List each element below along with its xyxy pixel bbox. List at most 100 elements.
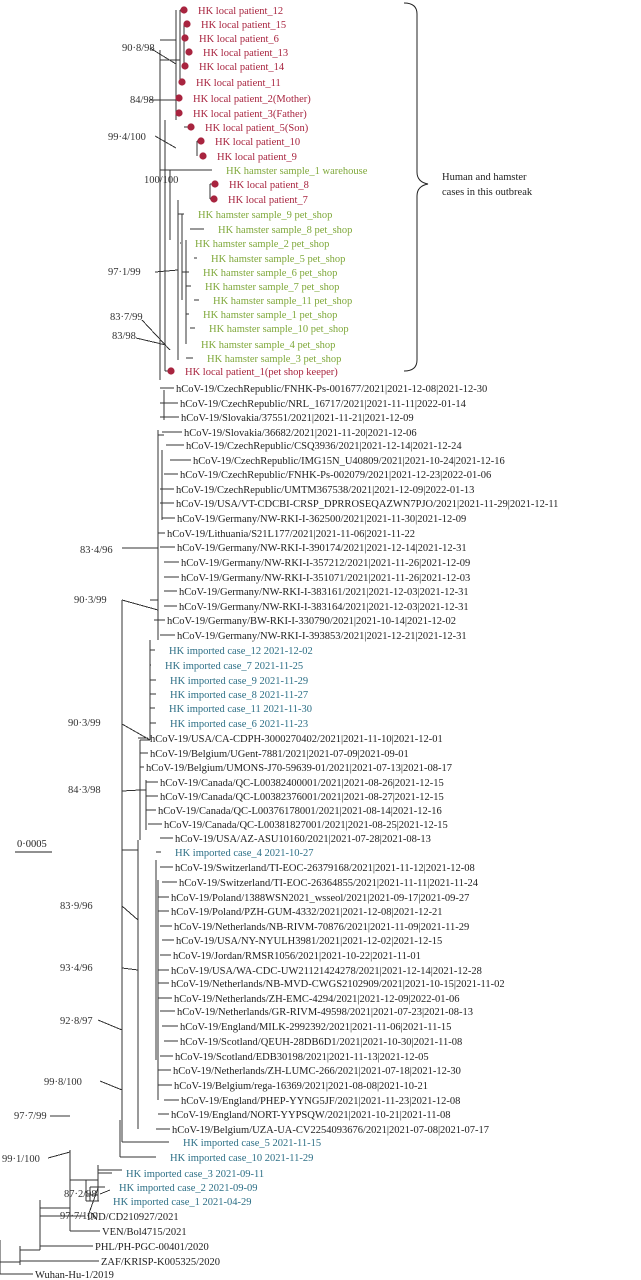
bootstrap-label: 99·1/100	[2, 1154, 40, 1165]
scale-bar-label: 0·0005	[17, 839, 47, 850]
leaf-label: hCoV-19/England/NORT-YYPSQW/2021|2021-10…	[171, 1110, 451, 1121]
patient-marker	[181, 62, 189, 70]
leaf-label: HK local patient_15	[201, 20, 286, 31]
leaf-label: hCoV-19/Germany/NW-RKI-I-393853/2021|202…	[177, 631, 467, 642]
patient-marker	[175, 94, 183, 102]
patient-marker	[197, 137, 205, 145]
leaf-label: hCoV-19/Slovakia/36682/2021|2021-11-20|2…	[184, 428, 417, 439]
bootstrap-labels: 90·8/98 84/98 99·4/100 100/100 97·1/99 83·7/9…	[2, 43, 178, 1222]
leaf-label: HK imported case_2 2021-09-09	[119, 1183, 258, 1194]
leaf-label: HK imported case_4 2021-10-27	[175, 848, 314, 859]
leaf-label: hCoV-19/Canada/QC-L00381827001/2021|2021…	[164, 820, 448, 831]
bootstrap-leader	[99, 1080, 123, 1091]
bootstrap-leader	[154, 269, 179, 273]
leaf-label: HK hamster sample_1 pet_shop	[203, 310, 337, 321]
leaf-label: hCoV-19/USA/CA-CDPH-3000270402/2021|2021…	[150, 734, 443, 745]
leaf-label: hCoV-19/Slovakia/37551/2021|2021-11-21|2…	[181, 413, 414, 424]
bootstrap-label: 99·4/100	[108, 132, 146, 143]
bootstrap-leader	[97, 1019, 123, 1031]
leaf-label: hCoV-19/Netherlands/NB-RIVM-70876/2021|2…	[174, 922, 469, 933]
leaf-label: HK local patient_5(Son)	[205, 123, 309, 134]
leaf-label: hCoV-19/Germany/NW-RKI-I-383164/2021|202…	[179, 602, 469, 613]
bootstrap-label: 84·3/98	[68, 785, 101, 796]
leaf-label: HK local patient_8	[229, 180, 309, 191]
patient-marker	[167, 367, 175, 375]
leaf-label: hCoV-19/Netherlands/NB-MVD-CWGS2102909/2…	[171, 979, 505, 990]
bootstrap-label: 93·4/96	[60, 963, 93, 974]
leaf-label: hCoV-19/Switzerland/TI-EOC-26379168/2021…	[175, 863, 475, 874]
leaf-label: hCoV-19/Canada/QC-L00376178001/2021|2021…	[158, 806, 442, 817]
leaf-label: hCoV-19/Netherlands/ZH-LUMC-266/2021|202…	[173, 1066, 461, 1077]
patient-marker	[187, 123, 195, 131]
bootstrap-leader	[121, 723, 151, 741]
leaf-label: hCoV-19/Belgium/UGent-7881/2021|2021-07-…	[150, 749, 409, 760]
leaf-label: HK local patient_12	[198, 6, 283, 17]
leaf-label: hCoV-19/Germany/NW-RKI-I-390174/2021|202…	[177, 543, 467, 554]
bootstrap-leader	[121, 789, 141, 792]
leaf-label: ZAF/KRISP-K005325/2020	[101, 1257, 220, 1268]
leaf-label: HK hamster sample_5 pet_shop	[211, 254, 345, 265]
bootstrap-label: 90·8/98	[122, 43, 155, 54]
bootstrap-label: 100/100	[144, 175, 178, 186]
leaf-label: hCoV-19/Netherlands/GR-RIVM-49598/2021|2…	[177, 1007, 473, 1018]
leaf-label: hCoV-19/CzechRepublic/CSQ3936/2021|2021-…	[186, 441, 462, 452]
bootstrap-label: 97·7/100	[60, 1211, 98, 1222]
bootstrap-leader	[121, 905, 139, 921]
leaf-label: HK local patient_2(Mother)	[193, 94, 311, 105]
leaf-label: HK hamster sample_9 pet_shop	[198, 210, 332, 221]
bootstrap-label: 90·3/99	[68, 718, 101, 729]
patient-marker	[175, 109, 183, 117]
leaf-label: HK hamster sample_10 pet_shop	[209, 324, 349, 335]
leaf-label: HK local patient_11	[196, 78, 281, 89]
bootstrap-label: 84/98	[130, 95, 154, 106]
leaf-label: hCoV-19/Netherlands/ZH-EMC-4294/2021|202…	[174, 994, 460, 1005]
leaf-label: HK imported case_10 2021-11-29	[170, 1153, 313, 1164]
outbreak-annotation-line-2: cases in this outbreak	[442, 187, 533, 198]
leaf-dots	[167, 6, 219, 375]
leaf-label: hCoV-19/Jordan/RMSR1056/2021|2021-10-22|…	[173, 951, 421, 962]
leaf-label: HK local patient_13	[203, 48, 288, 59]
bootstrap-label: 83/98	[112, 331, 136, 342]
leaf-label: hCoV-19/USA/NY-NYULH3981/2021|2021-12-02…	[176, 936, 442, 947]
leaf-label: hCoV-19/Scotland/QEUH-28DB6D1/2021|2021-…	[180, 1037, 462, 1048]
bootstrap-leader	[87, 1187, 99, 1217]
leaf-label: hCoV-19/Belgium/rega-16369/2021|2021-08-…	[174, 1081, 428, 1092]
leaf-label: hCoV-19/Germany/NW-RKI-I-351071/2021|202…	[181, 573, 470, 584]
leaf-label: HK imported case_9 2021-11-29	[170, 676, 308, 687]
leaf-label: hCoV-19/CzechRepublic/FNHK-Ps-001677/202…	[176, 384, 487, 395]
patient-marker	[180, 6, 188, 14]
bootstrap-label: 90·3/99	[74, 595, 107, 606]
leaf-label: HK imported case_11 2021-11-30	[169, 704, 312, 715]
leaf-label: HK hamster sample_1 warehouse	[226, 166, 368, 177]
leaf-label: hCoV-19/Belgium/UMONS-J70-59639-01/2021|…	[146, 763, 452, 774]
patient-marker	[210, 195, 218, 203]
leaf-label: HK local patient_14	[199, 62, 285, 73]
patient-marker	[181, 34, 189, 42]
leaf-label: IND/CD210927/2021	[87, 1212, 179, 1223]
bootstrap-label: 97·1/99	[108, 267, 141, 278]
bootstrap-leader	[121, 599, 159, 611]
leaf-label: hCoV-19/Lithuania/S21L177/2021|2021-11-0…	[167, 529, 415, 540]
leaf-label: hCoV-19/USA/VT-CDCBI-CRSP_DPRROSEQAZWN7P…	[176, 499, 558, 510]
bootstrap-label: 87·2/98	[64, 1189, 97, 1200]
bootstrap-leader	[135, 337, 167, 346]
leaf-label: hCoV-19/Switzerland/TI-EOC-26364855/2021…	[179, 878, 479, 889]
patient-marker	[183, 20, 191, 28]
leaf-label: hCoV-19/CzechRepublic/FNHK-Ps-002079/202…	[180, 470, 491, 481]
patient-marker	[178, 78, 186, 86]
leaf-label: hCoV-19/Germany/BW-RKI-I-330790/2021|202…	[167, 616, 456, 627]
bootstrap-label: 83·9/96	[60, 901, 93, 912]
leaf-label: hCoV-19/Poland/PZH-GUM-4332/2021|2021-12…	[171, 907, 443, 918]
bootstrap-label: 83·4/96	[80, 545, 113, 556]
leaf-label: Wuhan-Hu-1/2019	[35, 1270, 114, 1280]
bootstrap-leader	[154, 135, 177, 149]
leaf-label: HK local patient_7	[228, 195, 308, 206]
leaf-label: HK imported case_3 2021-09-11	[126, 1169, 264, 1180]
leaf-label: hCoV-19/Canada/QC-L00382376001/2021|2021…	[160, 792, 444, 803]
leaf-label: hCoV-19/Germany/NW-RKI-I-357212/2021|202…	[181, 558, 470, 569]
leaf-label: HK local patient_3(Father)	[193, 109, 307, 120]
leaf-label: HK local patient_9	[217, 152, 297, 163]
leaf-label: HK hamster sample_8 pet_shop	[218, 225, 352, 236]
leaf-label: HK local patient_1(pet shop keeper)	[185, 367, 338, 378]
